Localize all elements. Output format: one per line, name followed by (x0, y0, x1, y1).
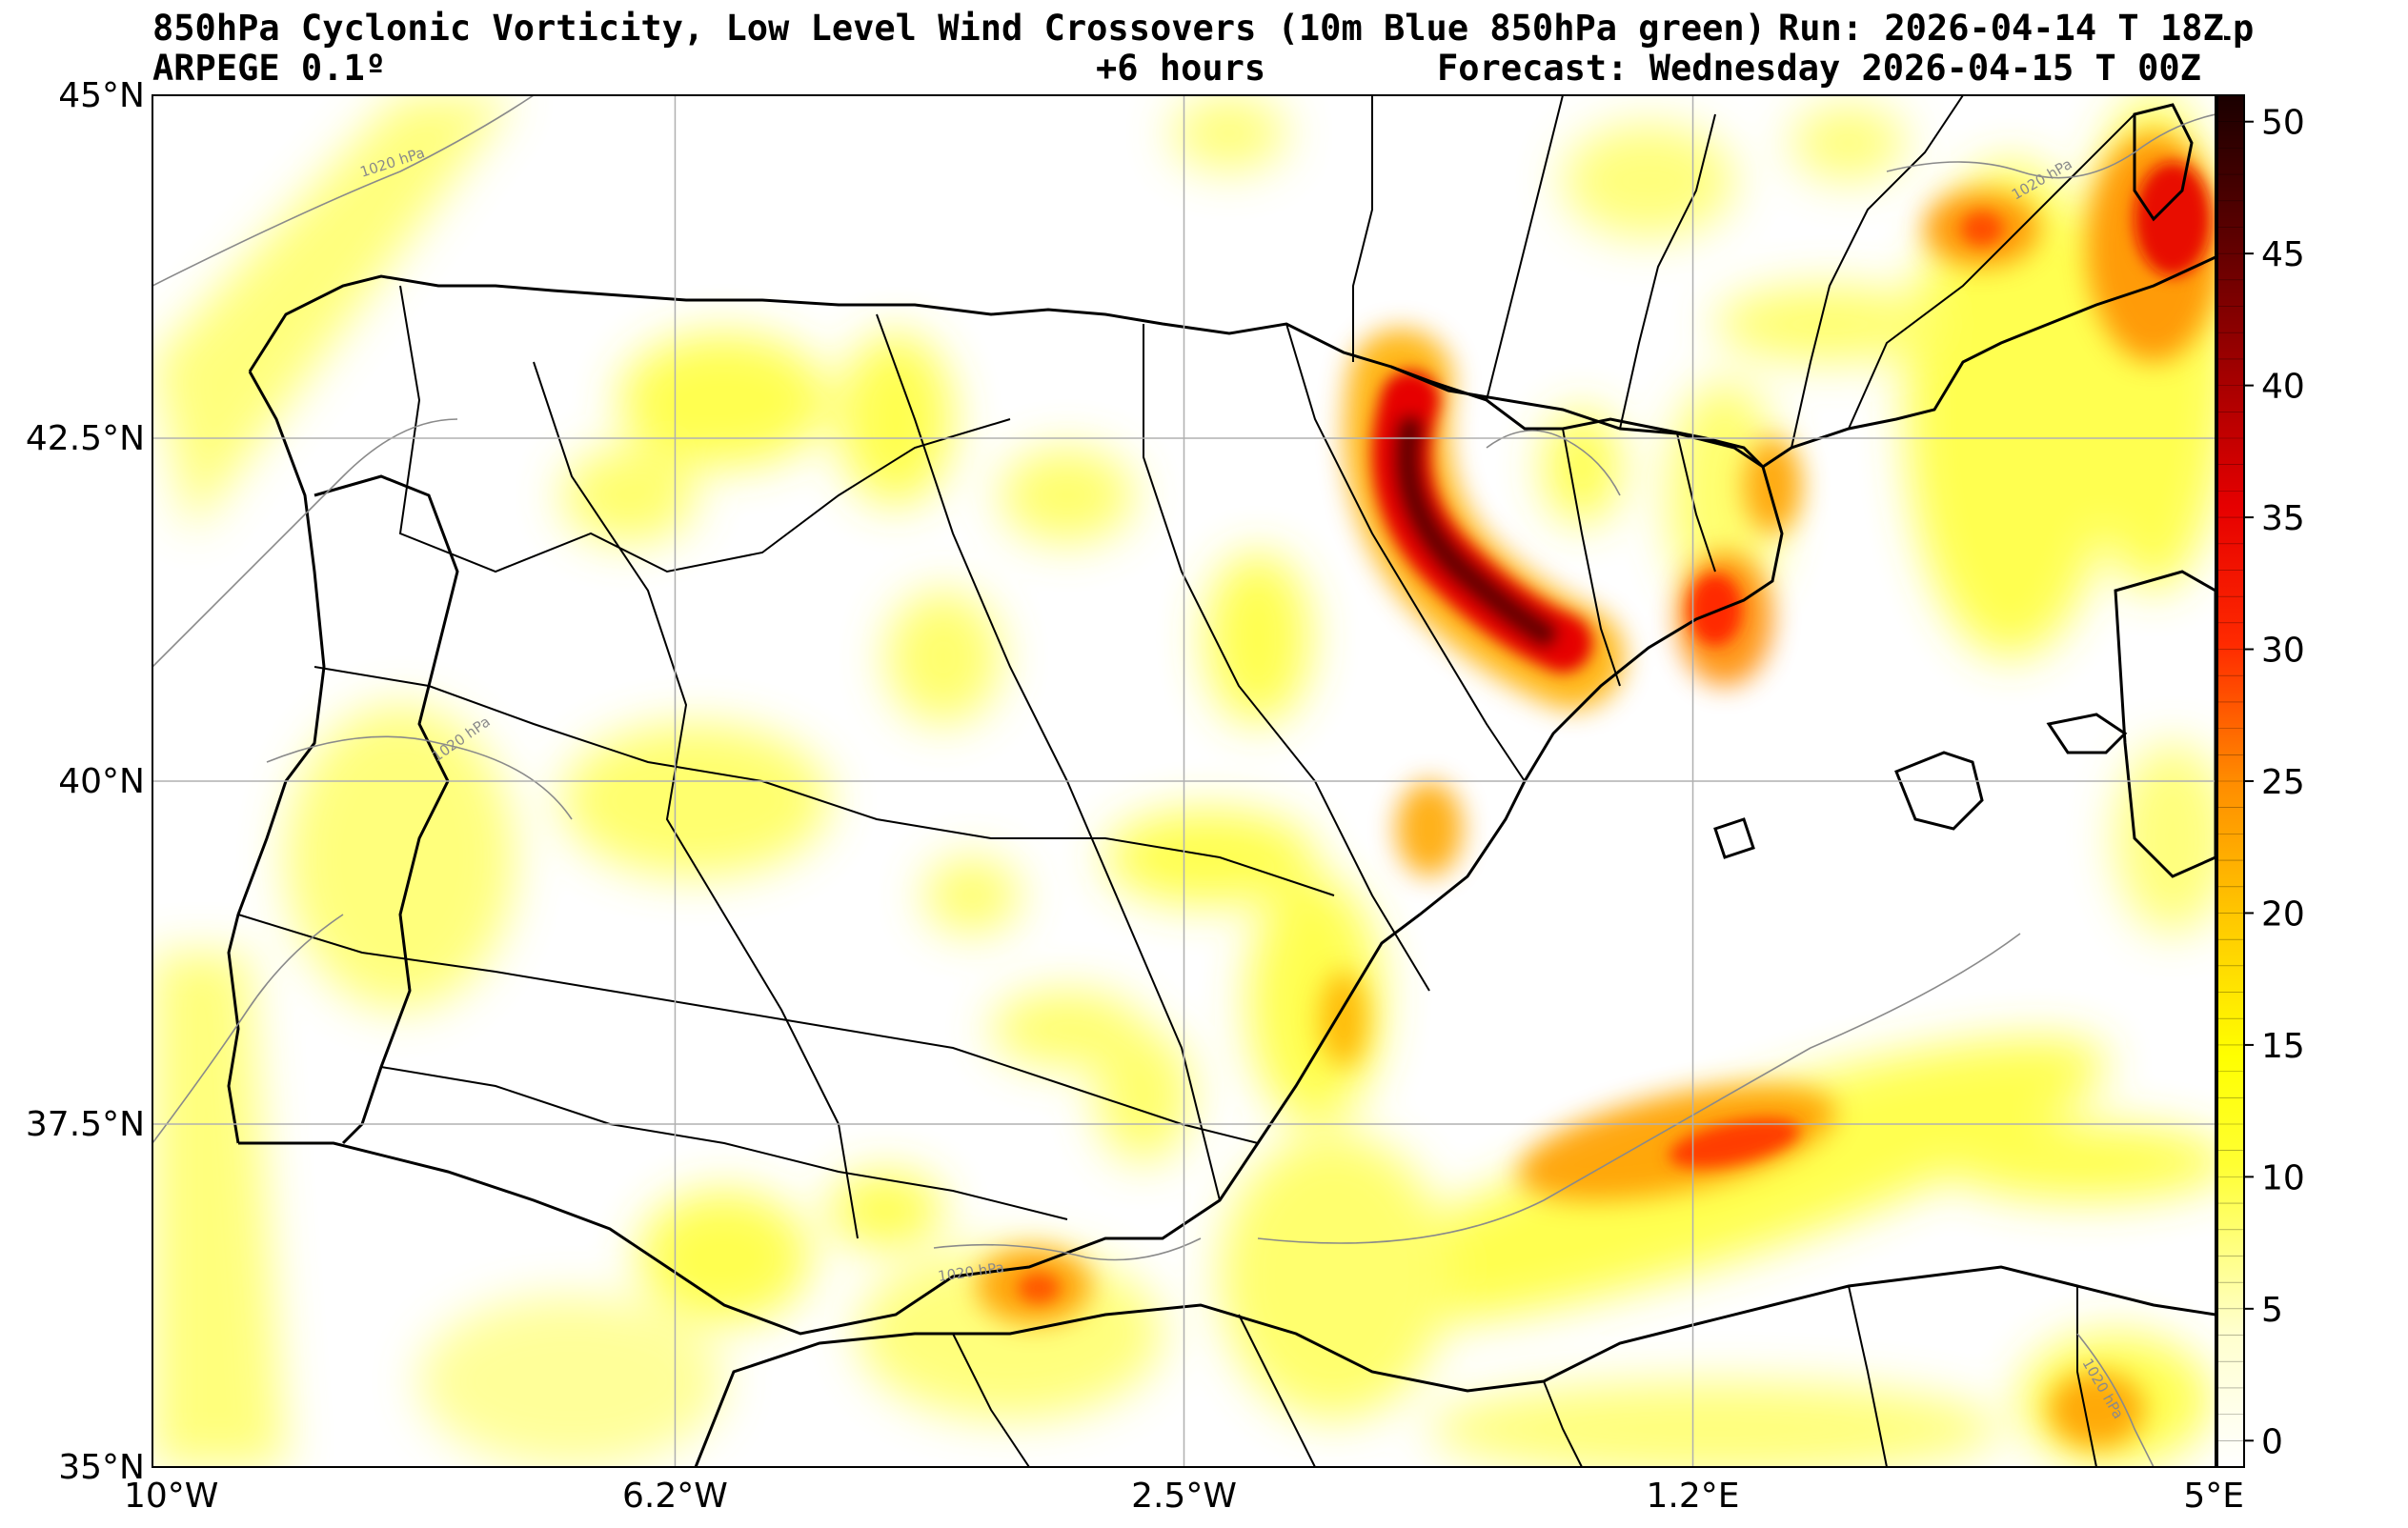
latitude-tick-labels: 45°N 42.5°N 40°N 37.5°N 35°N (26, 76, 145, 1487)
lat-tick-label: 35°N (58, 1448, 145, 1487)
valid-time-label: Forecast: Wednesday 2026-04-15 T 00Z (1437, 48, 2201, 89)
menorca (2046, 713, 2128, 754)
colorbar-gradient (2217, 95, 2244, 1467)
coastline-border-layer (227, 103, 2216, 1467)
corsica (2133, 103, 2194, 222)
colorbar-tick-label: 15 (2261, 1027, 2305, 1066)
colorbar-tick-label: 40 (2261, 368, 2305, 407)
province-borders (237, 95, 2135, 1467)
colorbar-tick-label: 20 (2261, 895, 2305, 934)
map-frame (152, 94, 2216, 1468)
sardinia (2114, 570, 2216, 878)
iberia-north-coast (248, 274, 1765, 469)
run-label: Run: 2026-04-14 T 18Z (1774, 10, 2224, 48)
colorbar-tick-label: 10 (2261, 1158, 2305, 1197)
mslp-isobars (152, 95, 2216, 1467)
colorbar-tick-label: 35 (2261, 499, 2305, 538)
pyrenees-border (1390, 365, 1764, 469)
longitude-tick-labels: 10°W 6.2°W 2.5°W 1.2°E 5°E (124, 1477, 2244, 1516)
ibiza (1713, 817, 1755, 859)
lon-tick-label: 1.2°E (1647, 1477, 1740, 1516)
colorbar-tick-label: 45 (2261, 235, 2305, 274)
france-coast (1762, 255, 2216, 469)
lon-tick-label: 6.2°W (622, 1477, 728, 1516)
lat-tick-label: 45°N (58, 76, 145, 115)
africa-north-coast (694, 1265, 2216, 1467)
lat-tick-label: 40°N (58, 762, 145, 801)
lead-time-label: +6 hours (1096, 48, 1266, 89)
lon-tick-label: 10°W (124, 1477, 218, 1516)
mallorca (1894, 751, 1984, 831)
colorbar-tick-label: 5 (2261, 1291, 2283, 1330)
lat-tick-label: 42.5°N (26, 419, 145, 458)
lat-tick-label: 37.5°N (26, 1105, 145, 1144)
lon-tick-label: 5°E (2183, 1477, 2244, 1516)
iberia-south-coast (238, 466, 1784, 1336)
colorbar-tick-label: 30 (2261, 632, 2305, 671)
colorbar: 0 5 10 15 20 25 30 35 40 45 50 (2216, 94, 2305, 1468)
colorbar-tick-label: 0 (2261, 1422, 2283, 1461)
lon-tick-label: 2.5°W (1131, 1477, 1237, 1516)
colorbar-tick-label: 50 (2261, 104, 2305, 143)
model-label: ARPEGE 0.1º (152, 48, 387, 89)
colorbar-tick-label: 25 (2261, 763, 2305, 802)
